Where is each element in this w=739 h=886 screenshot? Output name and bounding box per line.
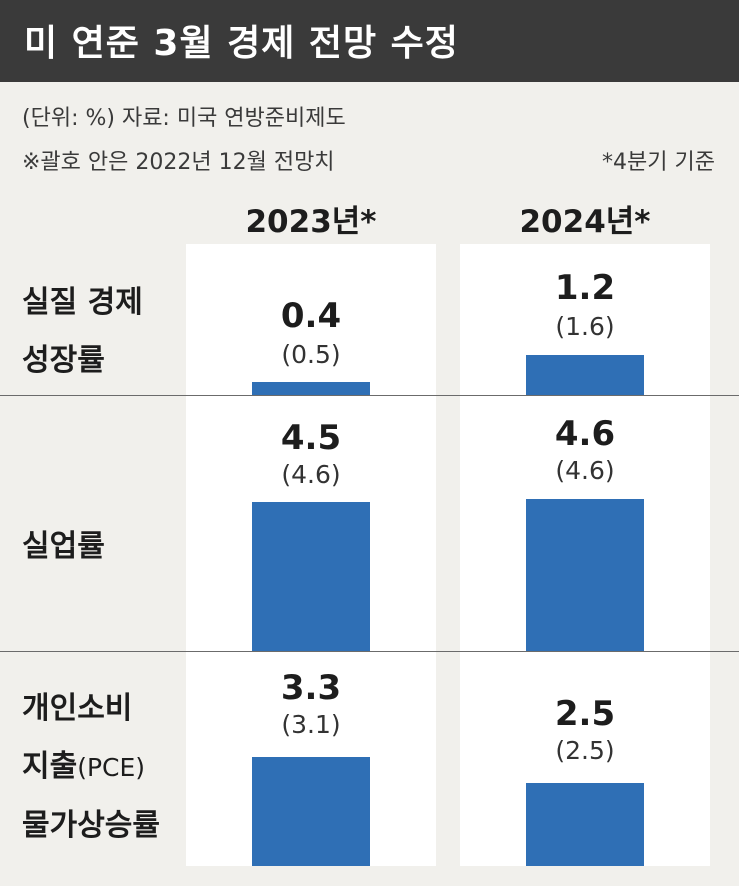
column-header-2024: 2024년* <box>519 204 651 240</box>
bar-real-gdp-2024 <box>526 355 644 395</box>
column-header-2023: 2023년* <box>245 204 377 240</box>
parentheses-note: ※괄호 안은 2022년 12월 전망치 <box>22 150 335 175</box>
bar-pce-inflation-2024 <box>526 783 644 866</box>
bar-unemployment-2024 <box>526 499 644 651</box>
unit-source-note: (단위: %) 자료: 미국 연방준비제도 <box>22 106 346 131</box>
q4-basis-note: *4분기 기준 <box>602 150 715 175</box>
value-label: 1.2 <box>554 268 616 308</box>
previous-value-label: (0.5) <box>281 340 341 369</box>
value-label: 3.3 <box>280 668 342 708</box>
row-divider <box>0 651 739 652</box>
value-label: 2.5 <box>554 694 616 734</box>
row-divider <box>0 395 739 396</box>
row-label-line: 성장률 <box>22 343 105 378</box>
row-label-line: 지출(PCE) <box>22 738 160 797</box>
row-label-line: 개인소비 <box>22 691 133 726</box>
previous-value-label: (4.6) <box>555 456 615 485</box>
row-label-line: 실질 경제 <box>22 285 143 320</box>
value-label: 0.4 <box>280 296 342 336</box>
bar-pce-inflation-2023 <box>252 757 370 866</box>
value-label: 4.6 <box>554 414 616 454</box>
previous-value-label: (1.6) <box>555 312 615 341</box>
bar-real-gdp-2023 <box>252 382 370 395</box>
pce-suffix: (PCE) <box>77 753 146 782</box>
previous-value-label: (3.1) <box>281 710 341 739</box>
row-label-text: 지출 <box>22 749 78 784</box>
row-label-unemployment: 실업률 <box>22 518 105 576</box>
previous-value-label: (2.5) <box>555 736 615 765</box>
row-label-real-gdp: 실질 경제 성장률 <box>22 274 143 390</box>
chart-title: 미 연준 3월 경제 전망 수정 <box>24 23 459 64</box>
row-label-pce-inflation: 개인소비 지출(PCE) 물가상승률 <box>22 680 160 855</box>
title-bar: 미 연준 3월 경제 전망 수정 <box>0 0 739 82</box>
previous-value-label: (4.6) <box>281 460 341 489</box>
bar-unemployment-2023 <box>252 502 370 651</box>
row-label-line: 물가상승률 <box>22 808 160 843</box>
row-label-line: 실업률 <box>22 529 105 564</box>
panel-row1-2023 <box>186 244 436 395</box>
value-label: 4.5 <box>280 418 342 458</box>
